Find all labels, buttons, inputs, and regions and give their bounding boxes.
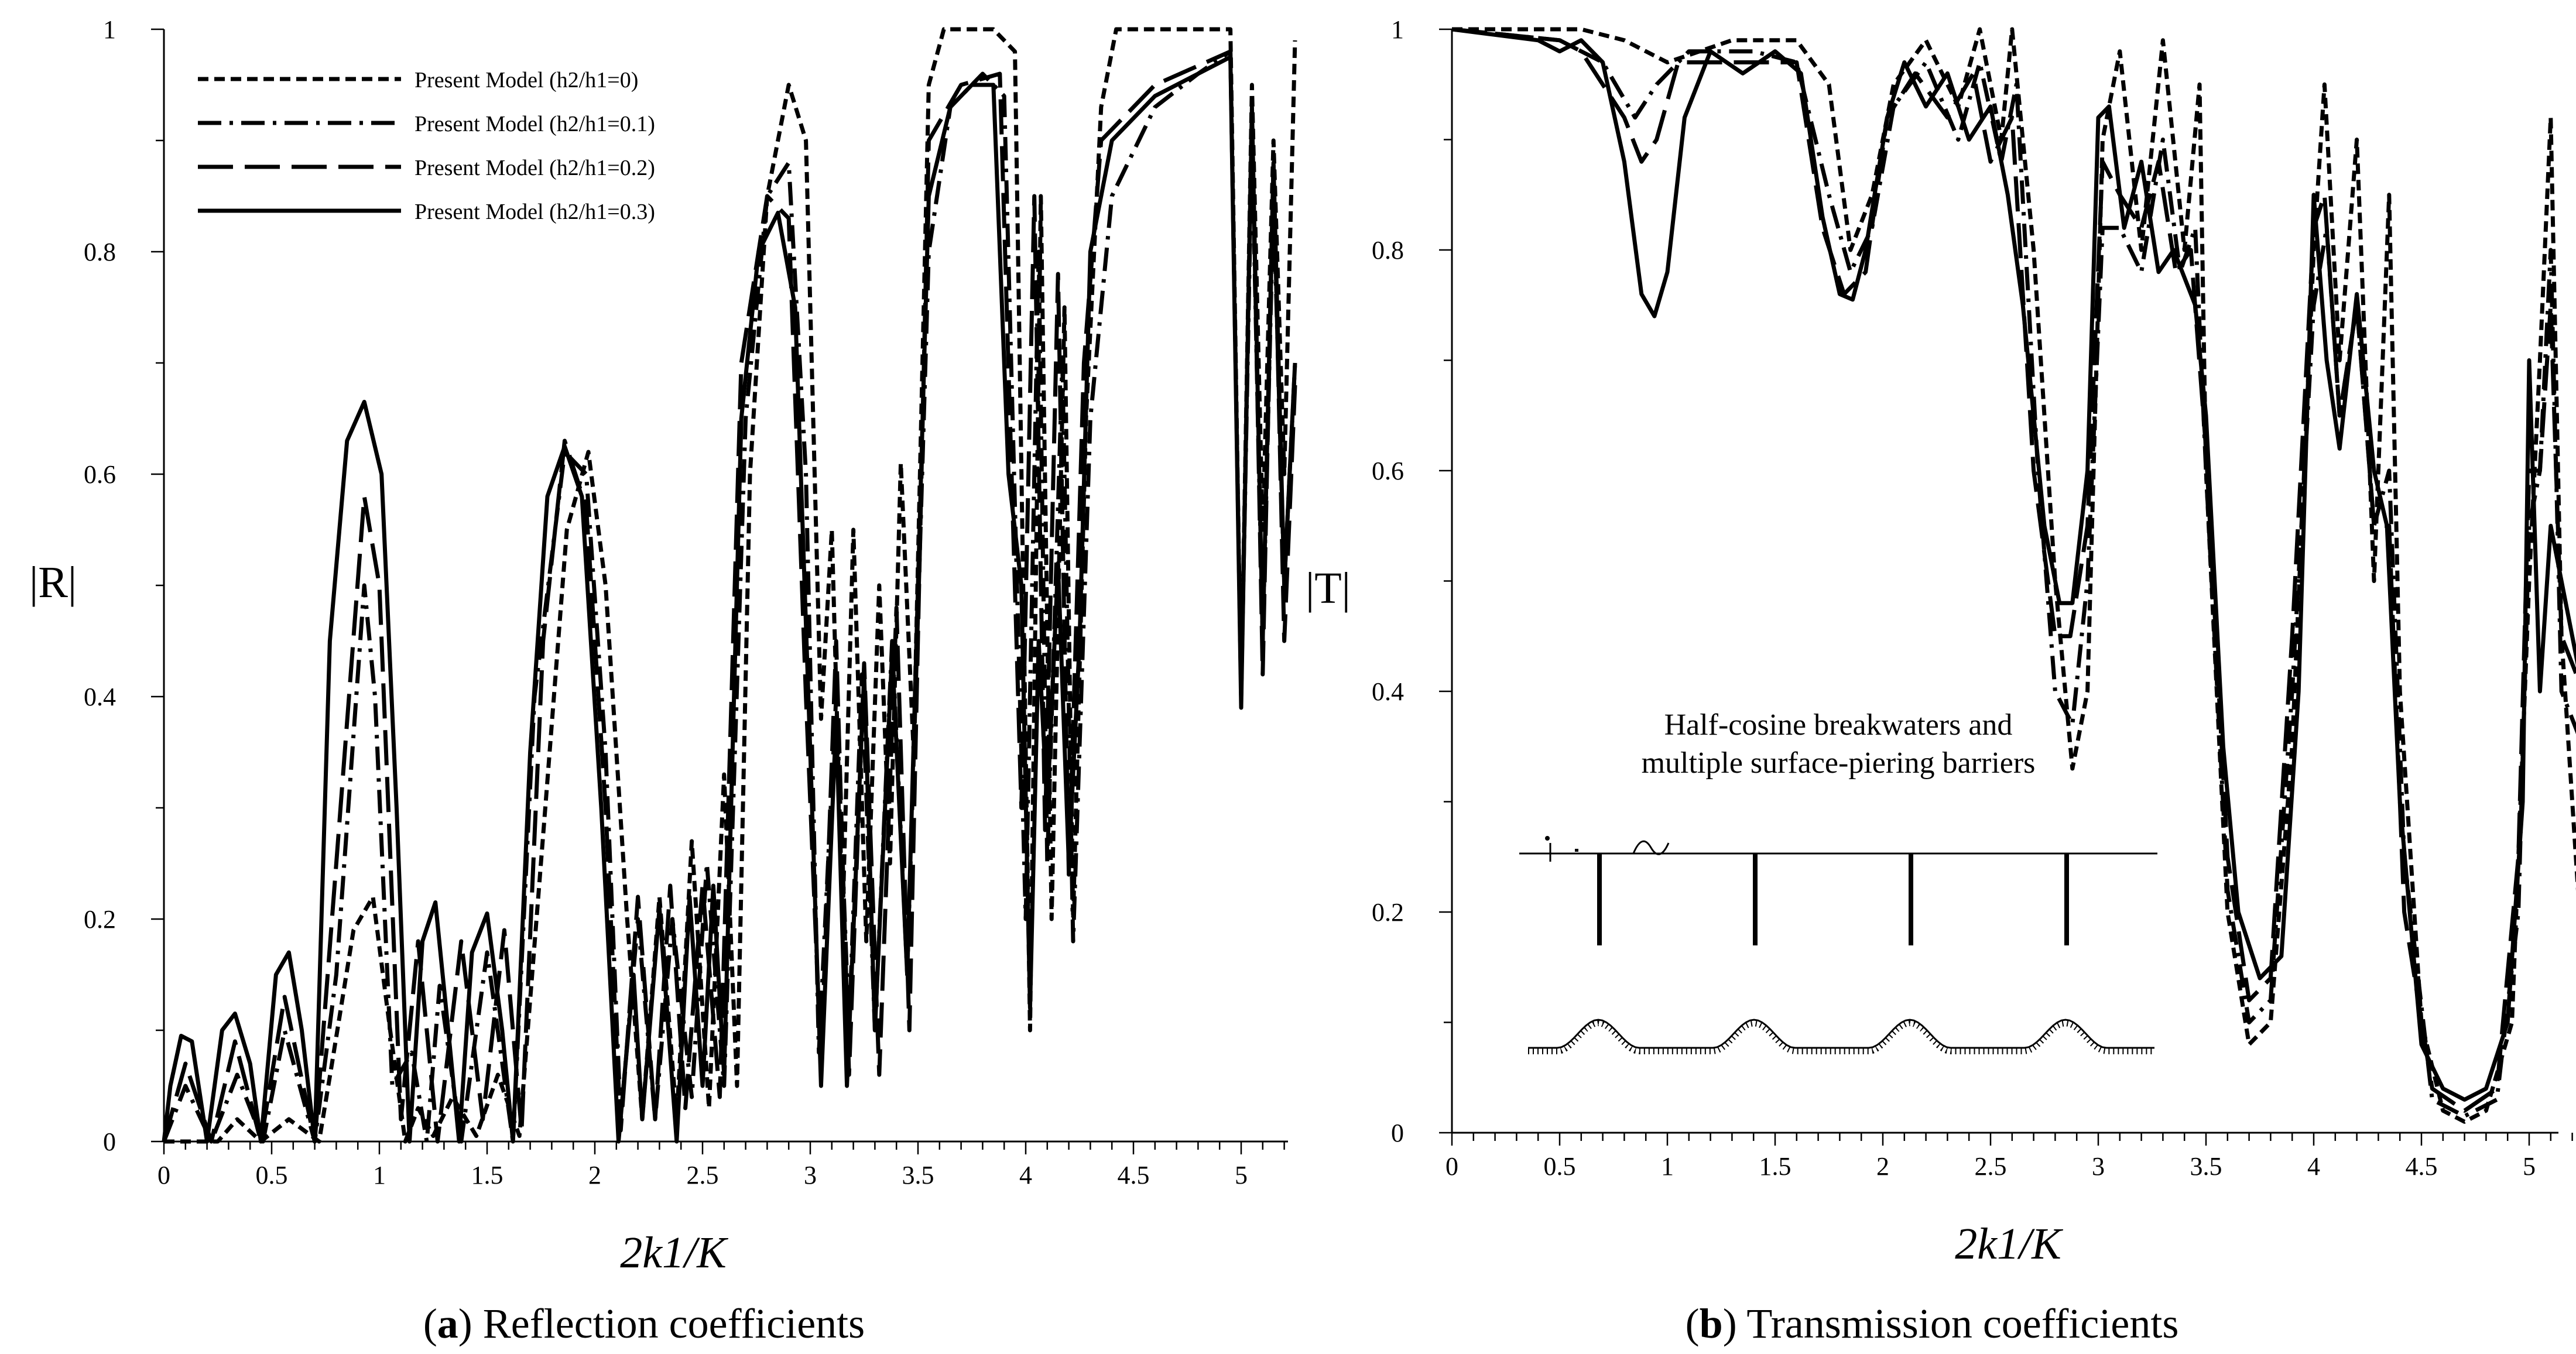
- transmission-x-tick-label: 5: [2523, 1152, 2536, 1181]
- legend-label-3: Present Model (h2/h1=0.3): [415, 200, 655, 224]
- reflection-x-tick-label: 1.5: [471, 1161, 503, 1190]
- transmission-y-axis-label: |T|: [1306, 564, 1351, 613]
- panel-a-caption: (a) Reflection coefficients: [423, 1300, 865, 1347]
- reflection-y-axis-label: |R|: [29, 558, 77, 607]
- reflection-x-ticks: 0 0.5 1 1.5 2 2.5 3 3.5 4 4.5 5: [157, 1142, 1285, 1190]
- legend-label-1: Present Model (h2/h1=0.1): [415, 112, 655, 136]
- transmission-x-tick-label: 1.5: [1759, 1152, 1791, 1181]
- reflection-x-axis-label: 2k1/K: [620, 1228, 728, 1277]
- transmission-x-tick-label: 3.5: [2190, 1152, 2222, 1181]
- schematic-caption-line-1: Half-cosine breakwaters and: [1664, 708, 2013, 742]
- transmission-y-tick-label: 0.8: [1372, 236, 1404, 265]
- surface-piercing-barriers: [1597, 853, 2069, 945]
- panel-b-caption-text: Transmission coefficients: [1746, 1300, 2178, 1347]
- transmission-x-tick-label: 2.5: [1975, 1152, 2007, 1181]
- transmission-x-tick-label: 4.5: [2406, 1152, 2438, 1181]
- reflection-x-tick-label: 4: [1019, 1161, 1032, 1190]
- schematic-caption-line-2: multiple surface-piering barriers: [1642, 746, 2036, 780]
- reflection-y-ticks: 0 0.2 0.4 0.6 0.8 1: [84, 15, 164, 1156]
- reflection-y-tick-label: 0: [103, 1127, 116, 1156]
- reflection-y-tick-label: 0.6: [84, 460, 116, 489]
- transmission-x-tick-label: 4: [2307, 1152, 2320, 1181]
- transmission-x-tick-label: 1: [1661, 1152, 1674, 1181]
- transmission-chart: 0 0.5 1 1.5 2 2.5 3 3.5 4 4.5 5 0 0.2 0.4 0.6 0.8 1 |T|…: [1306, 15, 2576, 1347]
- panel-a-caption-text: Reflection coefficients: [483, 1300, 865, 1347]
- reflection-x-tick-label: 0.5: [256, 1161, 288, 1190]
- reflection-x-tick-label: 5: [1235, 1161, 1248, 1190]
- reflection-series-lines: [162, 27, 1297, 1144]
- transmission-x-axis-label: 2k1/K: [1955, 1219, 2063, 1269]
- reflection-y-tick-label: 0.4: [84, 683, 116, 711]
- legend-label-2: Present Model (h2/h1=0.2): [415, 156, 655, 180]
- reflection-y-tick-label: 0.8: [84, 238, 116, 266]
- transmission-x-ticks: 0 0.5 1 1.5 2 2.5 3 3.5 4 4.5 5: [1445, 1133, 2573, 1181]
- panel-b-caption-label: b: [1700, 1300, 1723, 1347]
- transmission-x-tick-label: 0: [1445, 1152, 1458, 1181]
- reflection-x-tick-label: 3.5: [902, 1161, 934, 1190]
- reflection-y-tick-label: 1: [103, 15, 116, 44]
- incident-marker: [1575, 849, 1578, 852]
- reflection-series-2-line: [162, 49, 1297, 1144]
- reflection-legend: Present Model (h2/h1=0) Present Model (h2…: [198, 68, 655, 224]
- reflection-series-0-line: [164, 27, 1297, 1144]
- panel-a-caption-label: a: [437, 1300, 458, 1347]
- half-cosine-seabed: [1528, 1019, 2154, 1054]
- reflection-series-1-line: [162, 49, 1297, 1144]
- transmission-y-ticks: 0 0.2 0.4 0.6 0.8 1: [1372, 15, 1452, 1147]
- seabed-profile: [1528, 1019, 2154, 1049]
- transmission-y-tick-label: 0: [1391, 1119, 1404, 1147]
- incident-dot: [1545, 836, 1550, 841]
- transmission-series-lines: [1451, 27, 2576, 1124]
- transmission-series-3-line: [1451, 27, 2576, 1102]
- legend-label-0: Present Model (h2/h1=0): [415, 68, 638, 92]
- reflection-series-3-line: [162, 55, 1297, 1144]
- reflection-chart: 0 0.5 1 1.5 2 2.5 3 3.5 4 4.5 5 0 0.2 0.4 0.6 0.8 1 |R|…: [29, 15, 1297, 1347]
- transmission-series-0-line: [1452, 27, 2576, 1124]
- transmission-y-tick-label: 0.2: [1372, 898, 1404, 927]
- reflection-x-tick-label: 4.5: [1118, 1161, 1150, 1190]
- panel-b-caption: (b) Transmission coefficients: [1686, 1300, 2179, 1347]
- reflection-x-tick-label: 2: [588, 1161, 601, 1190]
- transmission-x-tick-label: 2: [1876, 1152, 1889, 1181]
- transmission-y-tick-label: 0.6: [1372, 457, 1404, 485]
- reflection-y-tick-label: 0.2: [84, 905, 116, 934]
- reflection-x-tick-label: 0: [157, 1161, 170, 1190]
- incident-wave-icon: [1632, 840, 1670, 855]
- transmission-y-tick-label: 0.4: [1372, 677, 1404, 706]
- reflection-x-tick-label: 2.5: [687, 1161, 719, 1190]
- transmission-y-tick-label: 1: [1391, 15, 1404, 44]
- transmission-x-tick-label: 0.5: [1544, 1152, 1576, 1181]
- breakwater-barrier-schematic: [1519, 836, 2157, 1054]
- transmission-series-1-line: [1451, 27, 2576, 1119]
- reflection-x-tick-label: 1: [373, 1161, 386, 1190]
- transmission-x-tick-label: 3: [2092, 1152, 2105, 1181]
- reflection-x-tick-label: 3: [804, 1161, 817, 1190]
